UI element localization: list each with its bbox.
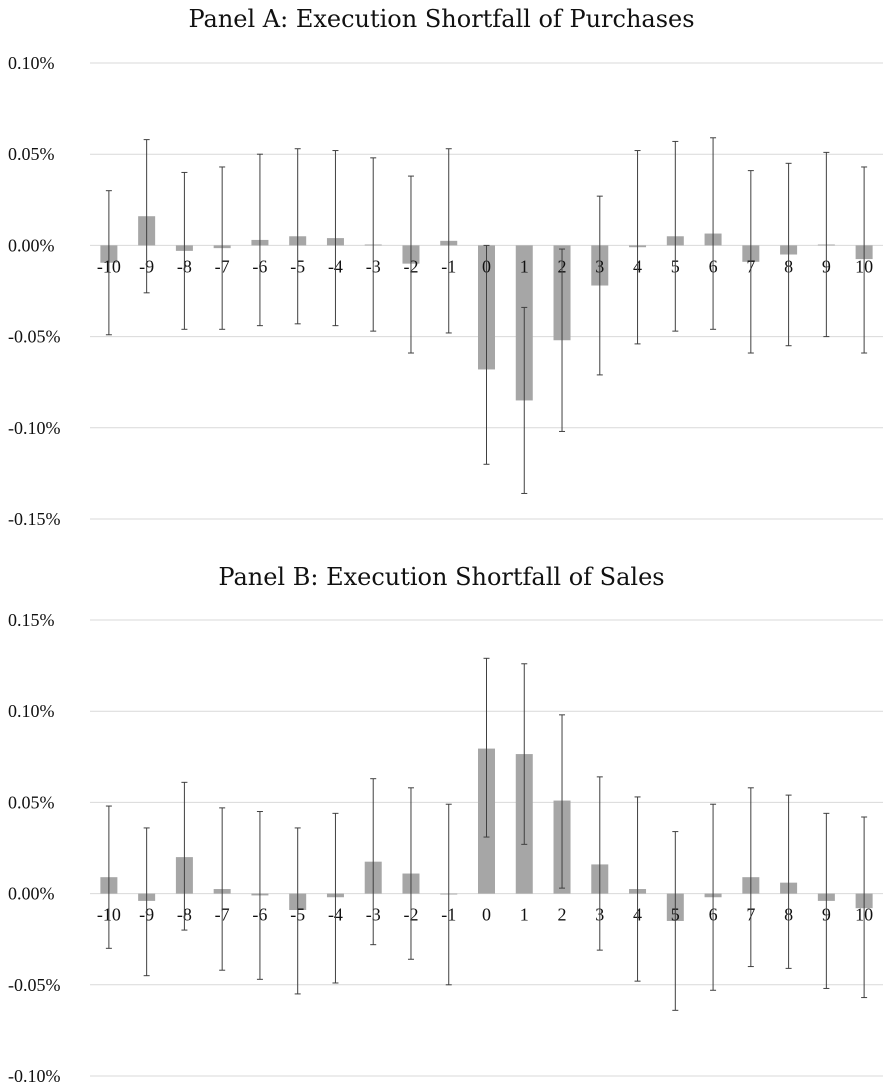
chart-plot-b: 0.15%0.10%0.05%0.00%-0.05%-0.10%-10 -9 -8-…	[8, 610, 883, 1086]
y-tick-label: 0.00%	[8, 884, 55, 904]
x-tick-label: 2	[558, 905, 567, 925]
y-tick-label: 0.00%	[8, 235, 55, 255]
y-tick-label: -0.10%	[8, 418, 61, 438]
y-tick-label: 0.05%	[8, 792, 55, 812]
x-tick-label: 1	[520, 905, 529, 925]
chart-plot-a: 0.10%0.05%0.00%-0.05%-0.10%-0.15%-10 -9 -8…	[8, 53, 883, 529]
y-tick-label: -0.05%	[8, 975, 61, 995]
y-tick-label: 0.10%	[8, 53, 55, 73]
chart-panel-a: Panel A: Execution Shortfall of Purchase…	[0, 0, 883, 535]
y-tick-label: -0.10%	[8, 1066, 61, 1086]
y-tick-label: -0.15%	[8, 509, 61, 529]
y-tick-label: 0.05%	[8, 144, 55, 164]
x-tick-label: 0	[482, 905, 491, 925]
chart-title: Panel A: Execution Shortfall of Purchase…	[188, 5, 695, 33]
y-tick-label: 0.10%	[8, 701, 55, 721]
chart-panel-b: Panel B: Execution Shortfall of Sales 0.…	[0, 555, 883, 1087]
y-tick-label: -0.05%	[8, 327, 61, 347]
chart-title: Panel B: Execution Shortfall of Sales	[218, 563, 665, 591]
y-tick-label: 0.15%	[8, 610, 55, 630]
x-tick-label: 1	[520, 256, 529, 276]
